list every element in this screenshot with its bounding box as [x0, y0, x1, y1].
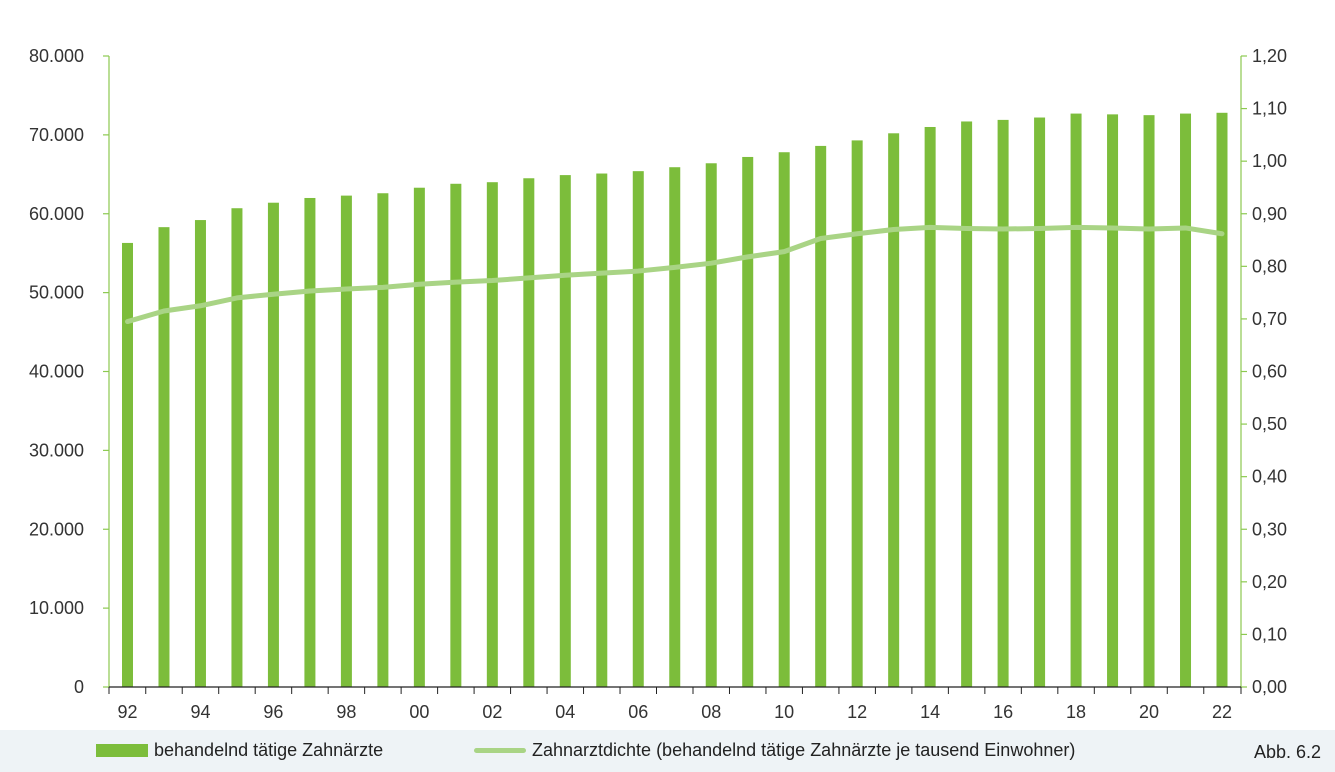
x-tick-label: 20: [1139, 702, 1159, 722]
x-tick-label: 04: [555, 702, 575, 722]
bar-14: [924, 126, 936, 688]
bar-03: [523, 178, 535, 687]
y-right-tick-label: 0,60: [1252, 362, 1287, 382]
legend: behandelnd tätige Zahnärzte Zahnarztdich…: [0, 730, 1335, 772]
x-tick-label: 06: [628, 702, 648, 722]
x-tick-label: 96: [263, 702, 283, 722]
bar-04: [559, 175, 571, 687]
bar-21: [1180, 113, 1192, 688]
x-tick-label: 94: [190, 702, 210, 722]
y-right-tick-label: 0,00: [1252, 677, 1287, 697]
x-tick-label: 02: [482, 702, 502, 722]
x-tick-label: 16: [993, 702, 1013, 722]
chart-plot: 0 10.000 20.000 30.000 40.000 50.000 60.000 70.…: [29, 46, 1287, 722]
y-left-tick-label: 40.000: [29, 362, 84, 382]
y-right-tick-label: 0,90: [1252, 204, 1287, 224]
bar-22: [1216, 112, 1228, 688]
bar-17: [1034, 117, 1046, 687]
y-right-tick-label: 0,70: [1252, 309, 1287, 329]
bar-07: [669, 167, 681, 687]
bar-15: [961, 121, 973, 687]
x-tick-label: 12: [847, 702, 867, 722]
bar-02: [486, 182, 498, 687]
y-right-tick-label: 1,20: [1252, 46, 1287, 66]
y-left-tick-label: 70.000: [29, 125, 84, 145]
x-tick-label: 10: [774, 702, 794, 722]
y-left-tick-label: 0: [74, 677, 84, 697]
bar-06: [632, 171, 644, 688]
y-right-tick-label: 1,10: [1252, 99, 1287, 119]
y-left-tick-label: 80.000: [29, 46, 84, 66]
bar-01: [450, 183, 462, 687]
chart-panel: 0 10.000 20.000 30.000 40.000 50.000 60.000 70.…: [0, 0, 1335, 730]
legend-label-bars: behandelnd tätige Zahnärzte: [154, 740, 384, 760]
x-tick-label: 00: [409, 702, 429, 722]
y-right-tick-label: 0,80: [1252, 256, 1287, 276]
x-tick-label: 92: [117, 702, 137, 722]
legend-item-line: Zahnarztdichte (behandelnd tätige Zahnär…: [474, 740, 1075, 761]
y-left-tick-label: 60.000: [29, 204, 84, 224]
y-right-tick-label: 0,40: [1252, 467, 1287, 487]
y-left-tick-label: 30.000: [29, 440, 84, 460]
legend-bar-swatch: [96, 744, 148, 757]
bar-11: [815, 145, 827, 688]
bar-13: [888, 133, 900, 688]
bar-98: [340, 195, 352, 687]
x-tick-label: 22: [1212, 702, 1232, 722]
bar-99: [377, 193, 389, 687]
bar-18: [1070, 113, 1082, 688]
legend-item-bars: behandelnd tätige Zahnärzte: [96, 740, 383, 761]
legend-label-line: Zahnarztdichte (behandelnd tätige Zahnär…: [532, 740, 1076, 760]
y-right-tick-label: 0,20: [1252, 572, 1287, 592]
y-left-tick-label: 20.000: [29, 519, 84, 539]
y-left-tick-label: 50.000: [29, 283, 84, 303]
y-right-tick-label: 0,50: [1252, 414, 1287, 434]
y-right-tick-label: 0,10: [1252, 624, 1287, 644]
bar-93: [158, 227, 170, 687]
x-tick-label: 18: [1066, 702, 1086, 722]
figure-label: Abb. 6.2: [1253, 742, 1321, 762]
bar-12: [851, 140, 863, 688]
bar-08: [705, 163, 717, 687]
x-tick-label: 08: [701, 702, 721, 722]
bar-05: [596, 173, 608, 687]
density-line: [125, 224, 1225, 325]
bar-00: [413, 187, 425, 687]
bar-94: [194, 220, 206, 687]
legend-line-swatch: [474, 748, 526, 753]
x-tick-label: 98: [336, 702, 356, 722]
bar-92: [122, 242, 133, 687]
bar-09: [742, 156, 754, 687]
y-right-tick-label: 1,00: [1252, 151, 1287, 171]
bar-20: [1143, 115, 1155, 687]
y-left-tick-label: 10.000: [29, 598, 84, 618]
bar-10: [778, 152, 790, 688]
bar-16: [997, 119, 1009, 688]
bar-95: [231, 208, 243, 687]
bar-19: [1107, 114, 1119, 688]
y-right-tick-label: 0,30: [1252, 519, 1287, 539]
bar-96: [267, 202, 279, 687]
x-tick-label: 14: [920, 702, 940, 722]
bar-97: [304, 197, 316, 687]
